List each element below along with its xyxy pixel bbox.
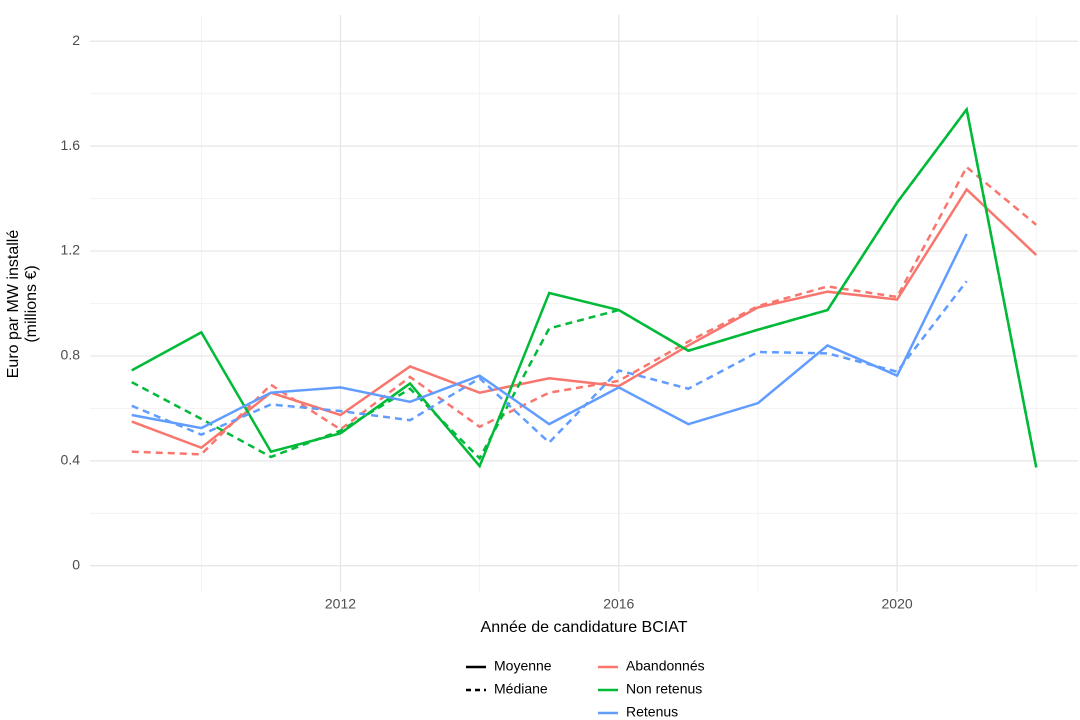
legend-label: Non retenus — [626, 681, 702, 697]
series-line — [131, 233, 968, 430]
series-line — [131, 187, 1038, 450]
x-axis-label: Année de candidature BCIAT — [481, 619, 688, 636]
x-tick-label: 2016 — [603, 596, 634, 612]
series-line — [131, 165, 1038, 456]
x-tick-label: 2012 — [325, 596, 356, 612]
y-tick-label: 1.2 — [61, 242, 81, 258]
y-tick-label: 1.6 — [61, 137, 81, 153]
y-tick-label: 0 — [72, 556, 80, 572]
series-line — [131, 106, 1038, 468]
y-axis-label: Euro par MW installé — [5, 230, 22, 379]
y-axis-label: (millions €) — [23, 265, 40, 342]
x-tick-label: 2020 — [882, 596, 913, 612]
y-tick-label: 0.8 — [61, 347, 81, 363]
series-line — [131, 280, 968, 445]
y-tick-label: 2 — [72, 32, 80, 48]
legend-label: Moyenne — [494, 658, 552, 674]
legend-label: Retenus — [626, 704, 678, 720]
y-tick-label: 0.4 — [61, 452, 81, 468]
legend-label: Médiane — [494, 681, 548, 697]
legend-label: Abandonnés — [626, 658, 705, 674]
